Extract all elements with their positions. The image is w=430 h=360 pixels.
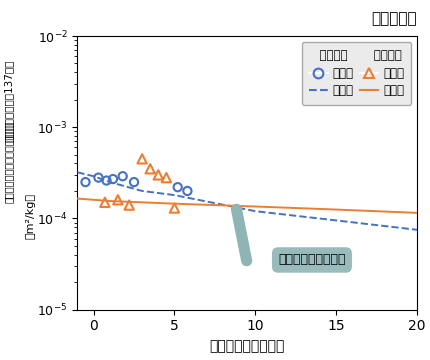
Point	[163, 175, 170, 180]
Point	[174, 184, 181, 190]
X-axis label: 事故後の年数（年）: 事故後の年数（年）	[209, 339, 285, 353]
Point	[126, 202, 132, 208]
Point	[184, 188, 191, 194]
Legend: 観測値, モデル, 観測値, モデル: 観測値, モデル, 観測値, モデル	[302, 42, 411, 104]
Point	[82, 179, 89, 185]
Text: （m²/kg）: （m²/kg）	[25, 193, 35, 239]
Text: （沈着量で割ることで基準化）: （沈着量で割ることで基準化）	[3, 121, 14, 203]
Point	[147, 166, 154, 172]
Point	[119, 174, 126, 179]
Point	[114, 197, 121, 203]
Point	[95, 175, 102, 180]
Point	[171, 205, 178, 211]
Point	[138, 156, 145, 162]
Text: スギの木材: スギの木材	[372, 11, 417, 26]
Text: 変化無しまたは微減: 変化無しまたは微減	[278, 253, 346, 266]
Point	[101, 199, 108, 205]
Point	[103, 178, 110, 184]
Point	[110, 176, 117, 182]
Point	[131, 179, 138, 185]
Point	[155, 172, 162, 178]
Text: 木材中のセシウム137濃度: 木材中のセシウム137濃度	[3, 60, 14, 142]
